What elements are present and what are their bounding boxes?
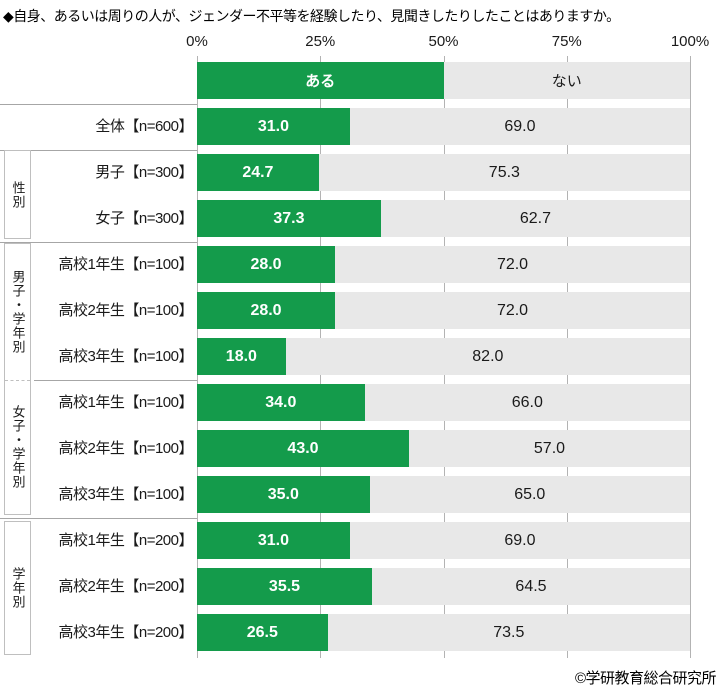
row-label: 高校2年生【n=100】: [58, 440, 194, 457]
group-box-label: 男子・学年別: [10, 269, 26, 354]
x-axis-tick-label: 25%: [305, 33, 336, 50]
bar-segment-nai: 57.0: [408, 430, 690, 467]
bar-row: 35.0 65.0: [197, 476, 690, 513]
bar-segment-nai: 64.5: [372, 568, 690, 605]
row-label: 高校2年生【n=100】: [58, 302, 194, 319]
bar-segment-aru: 18.0: [197, 338, 286, 375]
bar-segment-aru: 34.0: [197, 384, 365, 421]
bar-segment-nai: 82.0: [285, 338, 690, 375]
bar-row: 28.0 72.0: [197, 246, 690, 283]
bar-segment-nai: 72.0: [335, 292, 690, 329]
row-label: 高校3年生【n=200】: [58, 624, 194, 641]
bar-segment-nai: 75.3: [318, 154, 690, 191]
bar-segment-nai: 65.0: [369, 476, 690, 513]
bar-segment-aru: 31.0: [197, 522, 350, 559]
legend-item-aru: ある: [197, 62, 444, 99]
bar-segment-aru: 26.5: [197, 614, 328, 651]
row-label: 高校3年生【n=100】: [58, 486, 194, 503]
chart-title: ◆自身、あるいは周りの人が、ジェンダー不平等を経験したり、見聞きしたりしたことは…: [3, 8, 620, 24]
bar-segment-nai: 66.0: [364, 384, 690, 421]
row-label: 女子【n=300】: [95, 210, 193, 227]
group-box-joshi-gakunen: 女子・学年別: [10, 379, 26, 514]
bar-segment-nai: 69.0: [349, 108, 690, 145]
bar-segment-aru: 37.3: [197, 200, 381, 237]
group-box-dashed-divider: [5, 379, 30, 381]
group-box-label: 学年別: [10, 567, 26, 609]
bar-row: 35.5 64.5: [197, 568, 690, 605]
bar-row: 31.0 69.0: [197, 522, 690, 559]
bar-row: 26.5 73.5: [197, 614, 690, 651]
bar-segment-aru: 35.0: [197, 476, 370, 513]
group-separator-line: [0, 149, 197, 151]
x-axis-tick-label: 75%: [551, 33, 582, 50]
bar-segment-aru: 43.0: [197, 430, 409, 467]
group-box-label: 女子・学年別: [10, 404, 26, 489]
row-label: 高校2年生【n=200】: [58, 578, 194, 595]
bar-row: 43.0 57.0: [197, 430, 690, 467]
legend-row: ある ない: [197, 62, 690, 99]
bar-segment-nai: 72.0: [335, 246, 690, 283]
bar-segment-aru: 31.0: [197, 108, 350, 145]
group-box-seibetsu: 性別: [4, 150, 31, 239]
row-label: 全体【n=600】: [95, 118, 193, 135]
bar-row: 28.0 72.0: [197, 292, 690, 329]
row-label: 高校3年生【n=100】: [58, 348, 194, 365]
row-label: 男子【n=300】: [95, 164, 193, 181]
bar-segment-aru: 28.0: [197, 246, 336, 283]
bar-row: 34.0 66.0: [197, 384, 690, 421]
row-label: 高校1年生【n=200】: [58, 532, 194, 549]
x-axis-tick-label: 50%: [428, 33, 459, 50]
bar-segment-nai: 73.5: [327, 614, 690, 651]
bar-row: 18.0 82.0: [197, 338, 690, 375]
group-separator-line: [0, 103, 197, 105]
row-label: 高校1年生【n=100】: [58, 394, 194, 411]
bar-row: 37.3 62.7: [197, 200, 690, 237]
group-separator-line: [34, 379, 197, 381]
row-label: 高校1年生【n=100】: [58, 256, 194, 273]
copyright-note: ©学研教育総合研究所: [574, 670, 717, 687]
legend-item-nai: ない: [443, 62, 690, 99]
bar-row: 31.0 69.0: [197, 108, 690, 145]
group-separator-line: [0, 241, 197, 243]
x-axis-tick-label: 100%: [670, 33, 710, 50]
group-separator-line: [0, 517, 197, 519]
x-axis-tick-label: 0%: [186, 33, 208, 50]
group-box-danshi-gakunen: 男子・学年別: [10, 244, 26, 379]
group-box-gakunenbetsu: 学年別: [4, 521, 31, 655]
bar-row: 24.7 75.3: [197, 154, 690, 191]
bar-segment-aru: 35.5: [197, 568, 372, 605]
bar-segment-nai: 69.0: [349, 522, 690, 559]
bar-segment-aru: 28.0: [197, 292, 336, 329]
gridline: [690, 56, 691, 658]
bar-segment-nai: 62.7: [380, 200, 690, 237]
bar-segment-aru: 24.7: [197, 154, 319, 191]
group-box-label: 性別: [10, 180, 26, 209]
group-box-gakunen-combined: 男子・学年別 女子・学年別: [4, 243, 31, 515]
